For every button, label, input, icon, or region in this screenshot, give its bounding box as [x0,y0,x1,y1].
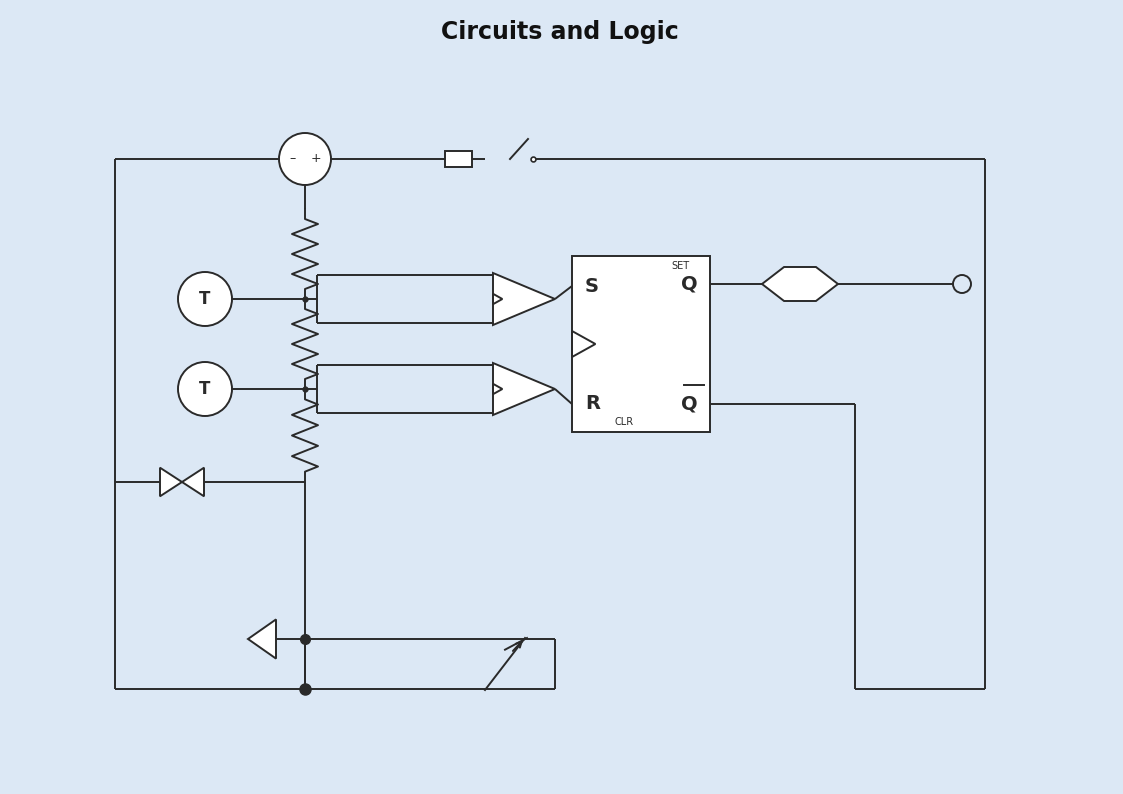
Bar [445,152,472,167]
Text: –: – [290,152,296,165]
Circle shape [953,275,971,293]
Circle shape [179,362,232,416]
Polygon shape [763,267,838,301]
Text: T: T [199,380,211,398]
Polygon shape [248,619,276,658]
Circle shape [279,133,331,185]
Text: Q: Q [682,275,699,294]
Text: T: T [199,290,211,308]
Text: CLR: CLR [614,417,633,427]
Circle shape [179,272,232,326]
Text: R: R [585,395,600,414]
Text: S: S [585,276,599,295]
Polygon shape [493,273,555,325]
Text: +: + [311,152,321,165]
Text: Q: Q [682,395,699,414]
Bar [572,256,710,432]
Text: Circuits and Logic: Circuits and Logic [441,20,679,44]
Text: SET: SET [670,261,690,271]
Polygon shape [159,468,182,496]
Polygon shape [493,363,555,415]
Polygon shape [182,468,204,496]
